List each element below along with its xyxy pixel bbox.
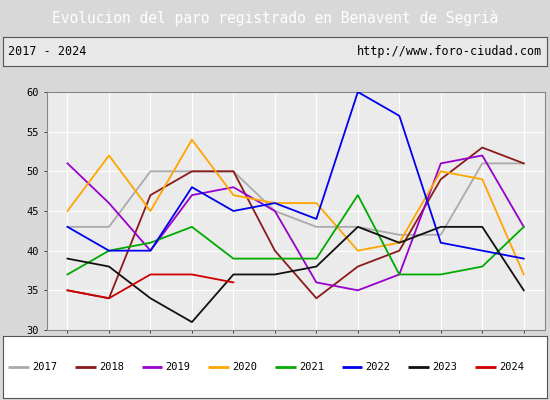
Text: 2021: 2021 [299,362,324,372]
Text: http://www.foro-ciudad.com: http://www.foro-ciudad.com [356,45,542,58]
Text: 2020: 2020 [232,362,257,372]
Text: 2024: 2024 [499,362,524,372]
Text: 2017 - 2024: 2017 - 2024 [8,45,86,58]
Text: 2018: 2018 [99,362,124,372]
Text: 2022: 2022 [366,362,390,372]
Text: 2019: 2019 [166,362,190,372]
Text: 2023: 2023 [432,362,458,372]
Text: 2017: 2017 [32,362,57,372]
Text: Evolucion del paro registrado en Benavent de Segrià: Evolucion del paro registrado en Benaven… [52,10,498,26]
